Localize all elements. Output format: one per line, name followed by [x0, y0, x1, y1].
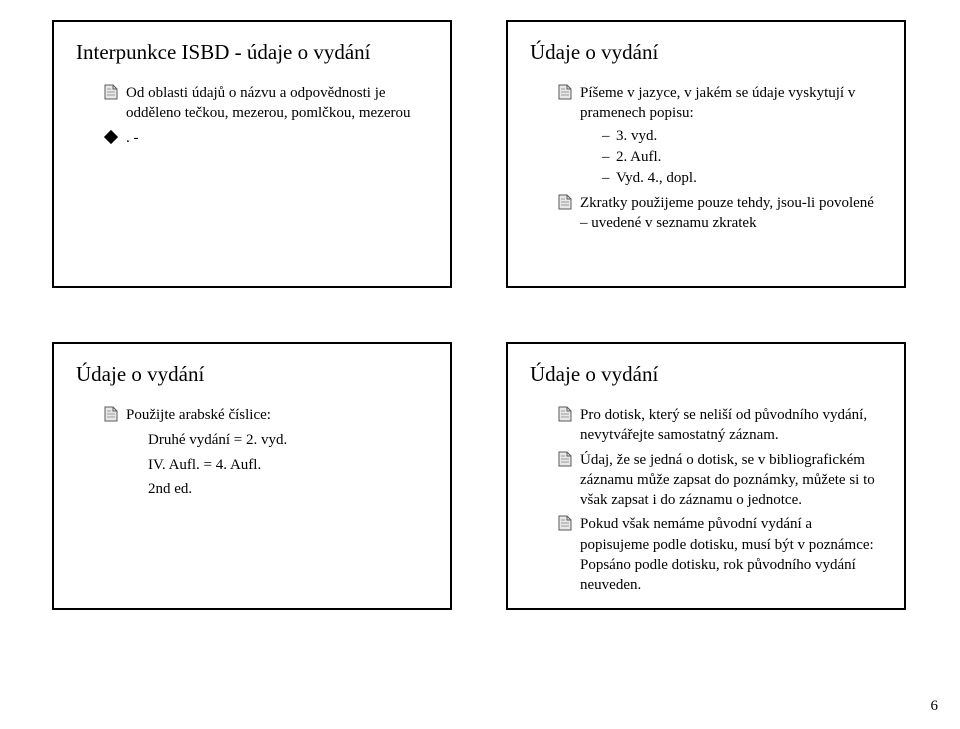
slide-4: Údaje o vydání Pro dotisk, který se neli… — [506, 342, 906, 610]
slide-4-item-1: Pro dotisk, který se neliší od původního… — [558, 405, 882, 446]
slide-2-sub-3: Vyd. 4., dopl. — [602, 168, 882, 189]
slide-3-item-1: Použijte arabské číslice: — [104, 405, 428, 425]
doc-icon — [558, 516, 572, 530]
slide-4-item-1-text: Pro dotisk, který se neliší od původního… — [580, 407, 867, 443]
slide-3-item-1-text: Použijte arabské číslice: — [126, 407, 271, 423]
slide-3-title: Údaje o vydání — [76, 362, 428, 387]
slide-1-body: Od oblasti údajů o názvu a odpovědnosti … — [104, 83, 428, 148]
doc-icon — [104, 407, 118, 421]
slide-4-body: Pro dotisk, který se neliší od původního… — [558, 405, 882, 595]
slide-2-item-2: Zkratky použijeme pouze tehdy, jsou-li p… — [558, 193, 882, 234]
slide-2-item-2-text: Zkratky použijeme pouze tehdy, jsou-li p… — [580, 195, 874, 231]
slide-1-item-1: Od oblasti údajů o názvu a odpovědnosti … — [104, 83, 428, 124]
page: Interpunkce ISBD - údaje o vydání Od obl… — [0, 0, 960, 729]
page-number: 6 — [931, 698, 939, 715]
slide-1-item-1-text: Od oblasti údajů o názvu a odpovědnosti … — [126, 85, 410, 121]
slide-3-body: Použijte arabské číslice: Druhé vydání =… — [104, 405, 428, 501]
slide-3-line-2: IV. Aufl. = 4. Aufl. — [148, 454, 428, 477]
slide-2-item-1: Píšeme v jazyce, v jakém se údaje vyskyt… — [558, 83, 882, 189]
doc-icon — [558, 407, 572, 421]
slide-4-item-3-text: Pokud však nemáme původní vydání a popis… — [580, 516, 874, 593]
slide-2-sub-2: 2. Aufl. — [602, 147, 882, 168]
slide-2-title: Údaje o vydání — [530, 40, 882, 65]
slide-1-item-2-text: . - — [126, 130, 139, 146]
slide-4-item-2: Údaj, že se jedná o dotisk, se v bibliog… — [558, 450, 882, 511]
slide-2: Údaje o vydání Píšeme v jazyce, v jakém … — [506, 20, 906, 288]
slide-1-title: Interpunkce ISBD - údaje o vydání — [76, 40, 428, 65]
slide-1: Interpunkce ISBD - údaje o vydání Od obl… — [52, 20, 452, 288]
slide-4-item-3: Pokud však nemáme původní vydání a popis… — [558, 514, 882, 595]
doc-icon — [558, 195, 572, 209]
slide-3: Údaje o vydání Použijte arabské číslice:… — [52, 342, 452, 610]
doc-icon — [104, 85, 118, 99]
slide-4-title: Údaje o vydání — [530, 362, 882, 387]
diamond-icon — [104, 130, 118, 144]
slide-2-sub-1: 3. vyd. — [602, 126, 882, 147]
doc-icon — [558, 452, 572, 466]
slide-1-item-2: . - — [104, 128, 428, 148]
slide-3-line-1: Druhé vydání = 2. vyd. — [148, 429, 428, 452]
slide-4-item-2-text: Údaj, že se jedná o dotisk, se v bibliog… — [580, 452, 875, 509]
slide-2-item-1-text: Píšeme v jazyce, v jakém se údaje vyskyt… — [580, 85, 855, 121]
slide-2-body: Píšeme v jazyce, v jakém se údaje vyskyt… — [558, 83, 882, 233]
doc-icon — [558, 85, 572, 99]
slide-3-line-3: 2nd ed. — [148, 478, 428, 501]
